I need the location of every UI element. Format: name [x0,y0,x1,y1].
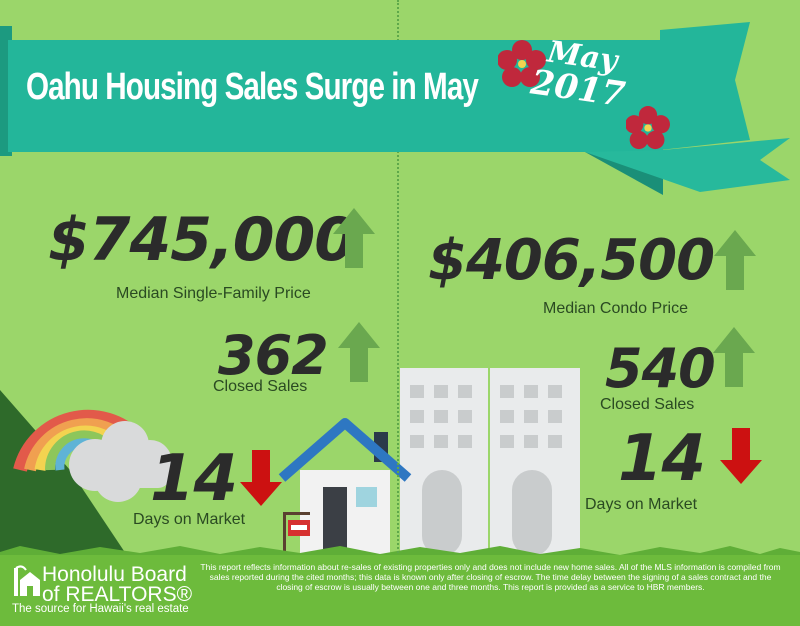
footer [0,555,800,626]
house-illustration [278,418,412,558]
arrow-up-icon [333,208,375,268]
org-name: Honolulu Board of REALTORS® [42,563,193,606]
single-family-median-price-label: Median Single-Family Price [116,285,311,302]
single-family-closed-sales: 362 [218,324,329,387]
org-tagline: The source for Hawaii's real estate [12,603,189,615]
arrow-down-icon [720,428,762,484]
for-sale-sign-icon [283,512,310,556]
arrow-down-icon [240,450,282,506]
org-name-line1: Honolulu Board [42,563,187,586]
condo-days-on-market: 14 [618,422,706,496]
condo-closed-sales: 540 [605,337,716,400]
condo-median-price-label: Median Condo Price [543,300,688,317]
center-divider [397,0,399,560]
hibiscus-flower-icon [498,40,546,87]
page-title: Oahu Housing Sales Surge in May [26,66,479,108]
mountain-illustration [0,390,130,560]
arrow-up-icon [714,230,756,290]
cloud-illustration [69,421,172,502]
condo-building-illustration [400,368,580,558]
single-family-days-on-market-label: Days on Market [133,511,246,528]
condo-closed-sales-label: Closed Sales [600,396,695,413]
single-family-closed-sales-label: Closed Sales [213,378,308,395]
banner-ribbon [8,22,790,195]
org-name-line2: of REALTORS® [42,583,193,606]
disclaimer-text: This report reflects information about r… [200,562,781,592]
single-family-median-price: $745,000 [48,205,356,275]
condo-days-on-market-label: Days on Market [585,496,698,513]
condo-median-price: $406,500 [428,228,715,293]
arrow-up-icon [338,322,380,382]
arrow-up-icon [713,327,755,387]
hibiscus-flower-icon [626,106,670,150]
hbr-logo-icon [14,565,40,596]
single-family-days-on-market: 14 [150,442,238,516]
